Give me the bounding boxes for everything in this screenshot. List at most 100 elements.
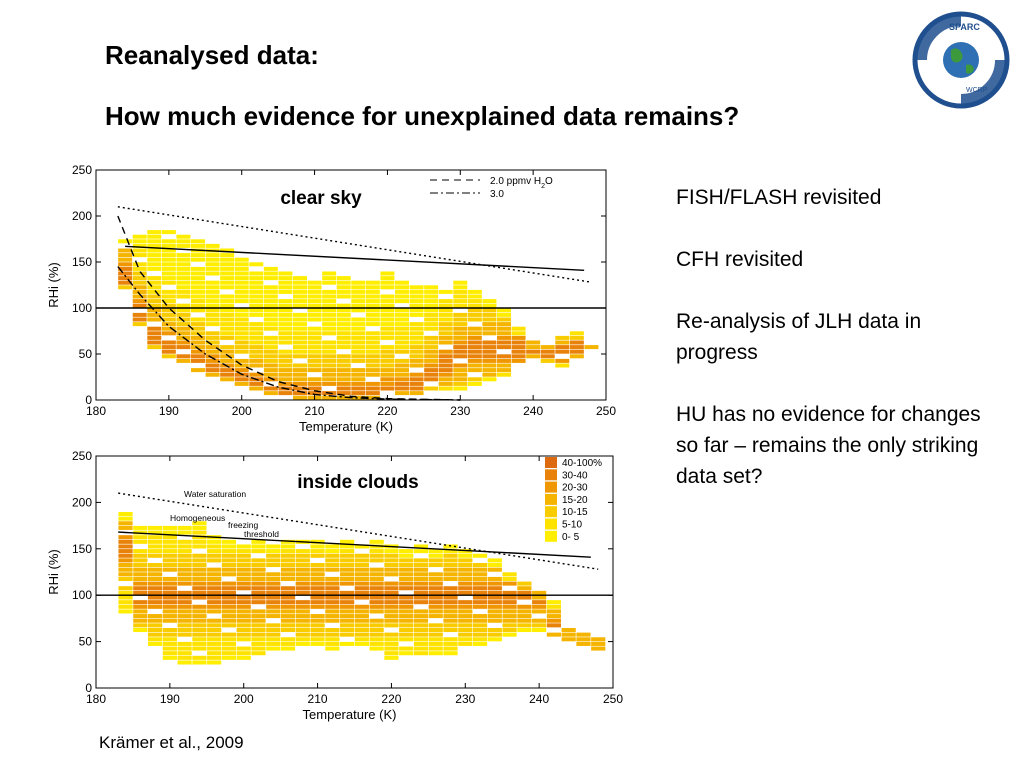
heatmap-cell xyxy=(207,544,222,549)
heatmap-cell xyxy=(161,340,176,345)
heatmap-cell xyxy=(517,614,532,619)
x-tick-label: 210 xyxy=(305,404,325,418)
heatmap-cell xyxy=(207,627,222,633)
heatmap-cell xyxy=(438,368,453,373)
heatmap-cell xyxy=(497,322,511,327)
heatmap-cell xyxy=(118,563,133,568)
heatmap-cell xyxy=(176,340,191,345)
heatmap-cell xyxy=(263,285,278,290)
heatmap-cell xyxy=(384,651,399,656)
heatmap-cell xyxy=(278,331,293,336)
heatmap-cell xyxy=(428,590,443,595)
heatmap-cell xyxy=(453,377,468,382)
heatmap-cell xyxy=(424,308,439,313)
heatmap-cell xyxy=(263,312,278,317)
heatmap-cell xyxy=(205,354,220,359)
heatmap-cell xyxy=(487,614,502,619)
heatmap-cell xyxy=(380,317,395,322)
heatmap-cell xyxy=(310,581,325,586)
heatmap-cell xyxy=(177,595,192,600)
heatmap-cell xyxy=(325,544,340,549)
heatmap-cell xyxy=(365,289,380,294)
heatmap-cell xyxy=(502,623,517,628)
heatmap-cell xyxy=(234,262,249,267)
heatmap-cell xyxy=(467,303,482,308)
heatmap-cell xyxy=(280,576,296,581)
heatmap-cell xyxy=(220,303,235,308)
heatmap-cell xyxy=(497,358,511,363)
heatmap-cell xyxy=(295,632,310,637)
heatmap-cell xyxy=(354,632,369,637)
heatmap-cell xyxy=(161,257,176,262)
sparc-wcrp-logo: SPARC WCRP xyxy=(911,10,1011,110)
heatmap-cell xyxy=(132,248,147,253)
heatmap-cell xyxy=(310,618,325,623)
heatmap-cell xyxy=(295,600,310,605)
heatmap-cell xyxy=(148,604,163,609)
heatmap-cell xyxy=(517,581,532,586)
heatmap-cell xyxy=(148,572,163,577)
heatmap-cell xyxy=(424,363,439,368)
heatmap-cell xyxy=(467,349,482,354)
heatmap-cell xyxy=(148,549,163,554)
heatmap-cell xyxy=(443,595,458,600)
heatmap-cell xyxy=(234,312,249,317)
heatmap-cell xyxy=(438,289,453,294)
heatmap-cell xyxy=(482,326,497,331)
heatmap-cell xyxy=(280,539,296,544)
heatmap-cell xyxy=(280,604,296,609)
heatmap-cell xyxy=(354,544,369,549)
heatmap-cell xyxy=(502,590,517,595)
heatmap-cell xyxy=(365,345,380,350)
heatmap-cell xyxy=(399,600,414,605)
heatmap-cell xyxy=(263,386,278,391)
heatmap-cell xyxy=(161,308,176,313)
heatmap-cell xyxy=(207,604,222,609)
chart-inside-clouds-svg: 180 190 200 210 220 230 240 250 0 50 100 150 200 250 T… xyxy=(46,449,623,722)
heatmap-cell xyxy=(236,604,251,609)
heatmap-cell xyxy=(340,572,355,577)
heatmap-cell xyxy=(220,331,235,336)
heatmap-cell xyxy=(147,299,162,304)
heatmap-cell xyxy=(307,299,322,304)
heatmap-cell xyxy=(234,294,249,299)
heatmap-cell xyxy=(453,285,468,290)
heatmap-cell xyxy=(249,345,264,350)
heatmap-cell xyxy=(207,623,222,628)
heatmap-cell xyxy=(384,655,399,660)
heatmap-cell xyxy=(395,312,409,317)
heatmap-cell xyxy=(280,646,296,651)
heatmap-cell xyxy=(322,354,337,359)
heatmap-cell xyxy=(147,326,162,331)
heatmap-cell xyxy=(511,358,526,363)
heatmap-cell xyxy=(177,563,192,568)
heatmap-cell xyxy=(278,349,293,354)
heatmap-cell xyxy=(310,595,325,600)
heatmap-cell xyxy=(409,335,424,340)
heatmap-cell xyxy=(220,354,235,359)
heatmap-cell xyxy=(336,326,351,331)
heatmap-cell xyxy=(161,253,176,258)
heatmap-cell xyxy=(280,586,296,591)
heatmap-cell xyxy=(251,572,266,577)
heatmap-cell xyxy=(351,349,366,354)
y-tick-label: 100 xyxy=(72,588,92,602)
heatmap-cell xyxy=(307,381,322,386)
heatmap-cell xyxy=(162,651,177,656)
heatmap-cell xyxy=(266,572,281,577)
heatmap-cell xyxy=(384,632,399,637)
heatmap-cell xyxy=(118,271,133,276)
heatmap-cell xyxy=(249,294,264,299)
heatmap-cell xyxy=(511,340,526,345)
heatmap-cell xyxy=(220,294,235,299)
heatmap-cell xyxy=(365,280,380,285)
heatmap-cell xyxy=(458,609,473,614)
heatmap-cell xyxy=(278,276,293,281)
heatmap-cell xyxy=(177,660,192,665)
heatmap-cell xyxy=(569,340,584,345)
heatmap-cell xyxy=(221,539,237,544)
heatmap-cell xyxy=(118,285,133,290)
annotation: Homogeneous xyxy=(170,513,225,523)
heatmap-cell xyxy=(340,553,355,558)
heatmap-cell xyxy=(413,641,429,646)
